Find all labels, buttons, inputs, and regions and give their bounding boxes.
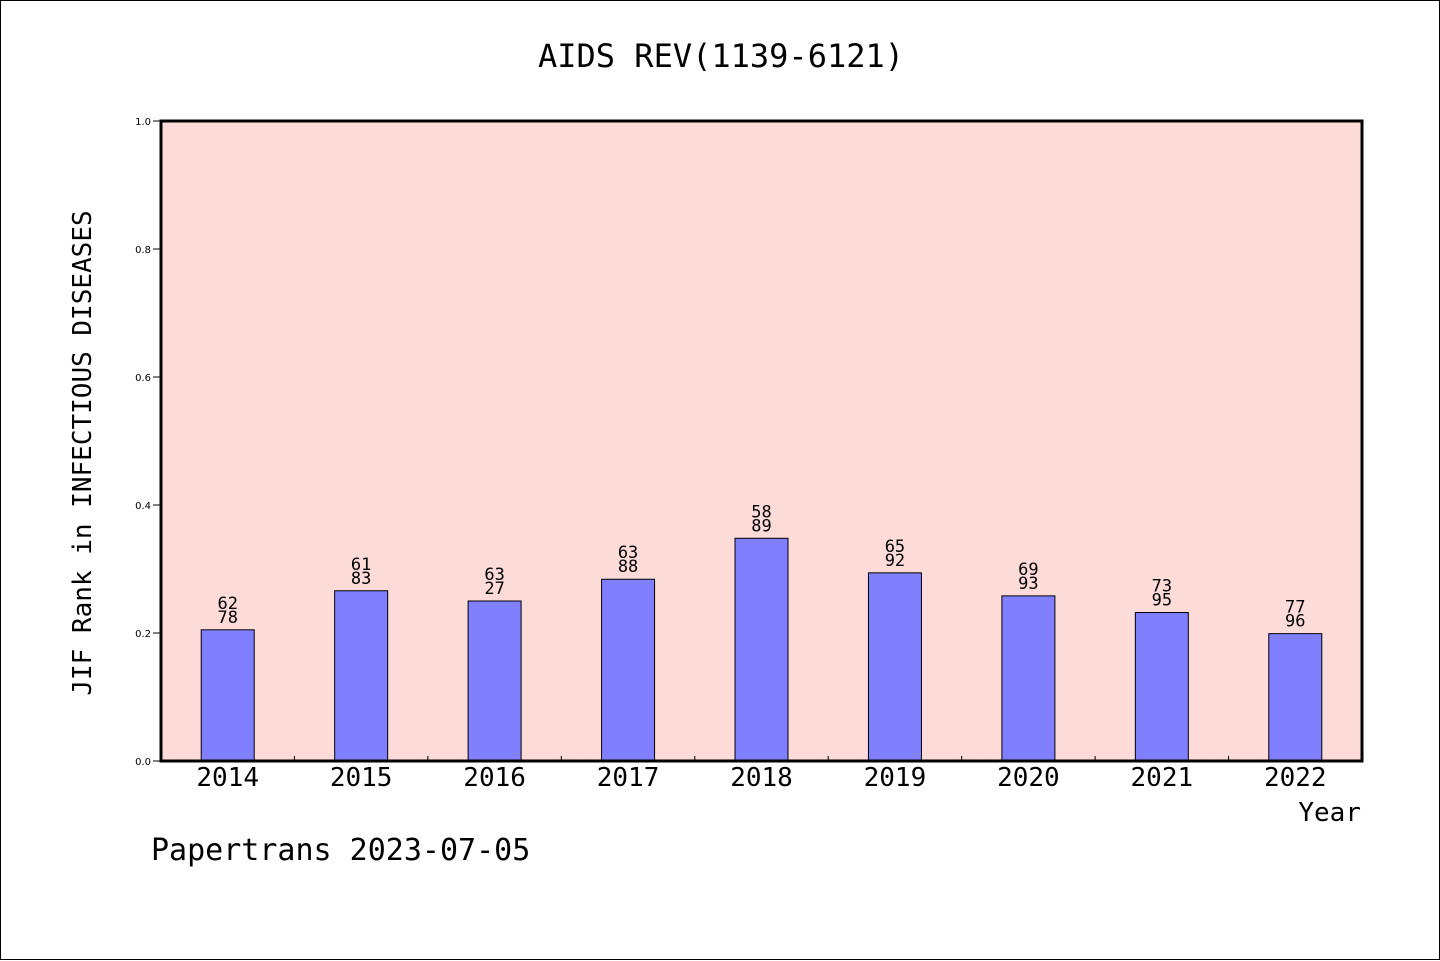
bar-label-top: 63 [484,565,504,585]
bar-label-bottom: 93 [1018,574,1038,594]
y-tick-label: 0.4 [135,501,151,512]
x-tick-label: 2022 [1264,763,1327,793]
bar [1268,633,1323,762]
x-tick-label: 2017 [597,763,660,793]
y-tick-label: 0.2 [135,629,151,640]
bar [1001,595,1056,762]
x-tick-label: 2015 [330,763,393,793]
bar-label-bottom: 88 [618,557,638,577]
bar-label-top: 69 [1018,560,1038,580]
bar-label-bottom: 83 [351,569,371,589]
plot-border [159,119,1364,763]
x-tick-label: 2014 [196,763,259,793]
y-tick-label: 0.6 [135,373,151,384]
bar [467,600,522,762]
bar-label-top: 73 [1152,577,1172,597]
bar-label-bottom: 95 [1152,591,1172,611]
bar [200,629,255,762]
bar-label-bottom: 27 [484,579,504,599]
x-tick-label: 2021 [1131,763,1194,793]
chart-title: AIDS REV(1139-6121) [538,37,904,75]
bar-label-top: 61 [351,555,371,575]
x-tick-label: 2020 [997,763,1060,793]
bar-label-top: 63 [618,543,638,563]
bar [734,537,789,762]
bar [334,590,389,762]
bar [601,578,656,762]
bar-label-top: 77 [1285,598,1305,618]
bar-label-bottom: 96 [1285,612,1305,632]
y-axis-label: JIF Rank in INFECTIOUS DISEASES [68,210,98,695]
bar [1134,612,1189,762]
bar-label-top: 58 [751,502,771,522]
bar-label-top: 65 [885,537,905,557]
y-tick-label: 0.8 [135,245,151,256]
footer-text: Papertrans 2023-07-05 [151,833,531,868]
y-tick-label: 1.0 [135,117,151,128]
x-axis-label: Year [1298,798,1361,828]
x-tick-label: 2019 [864,763,927,793]
bar [867,572,922,762]
bar-label-bottom: 78 [217,608,237,628]
x-tick-label: 2016 [463,763,526,793]
bar-label-bottom: 92 [885,551,905,571]
x-tick-label: 2018 [730,763,793,793]
y-tick-label: 0.0 [135,757,151,768]
bar-label-bottom: 89 [751,516,771,536]
bar-label-top: 62 [217,594,237,614]
